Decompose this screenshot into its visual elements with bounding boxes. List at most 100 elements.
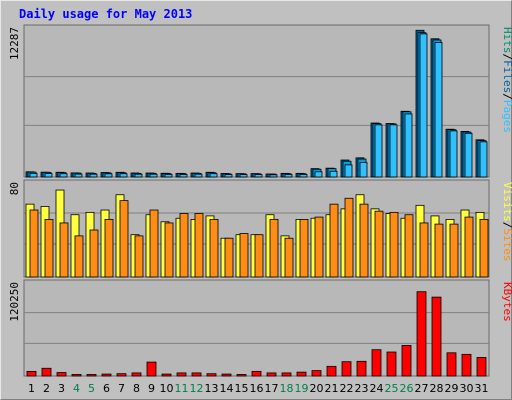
legend-visits-sites-part-2: /: [501, 222, 512, 229]
sites-bar-day-31: [479, 219, 489, 278]
sites-bar-day-28: [434, 223, 444, 278]
sites-bar-day-8: [134, 235, 144, 278]
day-label-27: 27: [415, 382, 429, 395]
day-label-25: 25: [385, 382, 399, 395]
legend-visits-sites: Visits/Sites: [501, 182, 512, 262]
day-label-4: 4: [73, 382, 80, 395]
sites-bar-day-5: [89, 229, 99, 278]
sites-bar-day-9: [149, 209, 159, 278]
kbytes-bar-day-1: [26, 370, 37, 377]
day-label-8: 8: [133, 382, 140, 395]
kbytes-bar-day-12: [191, 372, 202, 377]
kbytes-bar-day-14: [221, 373, 232, 377]
day-label-31: 31: [475, 382, 489, 395]
pages-bar-day-24: [374, 124, 383, 178]
pages-bar-day-17: [269, 174, 278, 178]
day-label-13: 13: [205, 382, 219, 395]
day-label-9: 9: [148, 382, 155, 395]
pages-bar-day-3: [59, 173, 68, 178]
day-label-30: 30: [460, 382, 474, 395]
day-label-18: 18: [280, 382, 294, 395]
pages-bar-day-4: [74, 173, 83, 178]
kbytes-bar-day-20: [311, 370, 322, 377]
day-label-23: 23: [355, 382, 369, 395]
pages-bar-day-21: [329, 170, 338, 178]
sites-bar-day-16: [254, 234, 264, 278]
kbytes-bar-day-5: [86, 374, 97, 377]
legend-hits-files-pages-part-2: /: [501, 54, 512, 61]
pages-bar-day-9: [149, 173, 158, 178]
kbytes-bar-day-27: [416, 291, 427, 377]
day-label-7: 7: [118, 382, 125, 395]
legend-hits-files-pages-part-5: Pages: [501, 100, 512, 133]
kbytes-bar-day-22: [341, 361, 352, 377]
sites-bar-day-1: [29, 209, 39, 278]
sites-bar-day-12: [194, 213, 204, 278]
pages-bar-day-12: [194, 173, 203, 178]
day-label-16: 16: [250, 382, 264, 395]
sites-bar-day-24: [374, 210, 384, 278]
day-label-21: 21: [325, 382, 339, 395]
kbytes-bar-day-13: [206, 373, 217, 377]
sites-bar-day-29: [449, 223, 459, 278]
legend-visits-sites-part-3: Sites: [501, 228, 512, 261]
legend-hits-files-pages: Hits/Files/Pages: [501, 27, 512, 133]
kbytes-bar-day-8: [131, 372, 142, 377]
kbytes-bar-day-7: [116, 373, 127, 377]
day-label-12: 12: [190, 382, 204, 395]
sites-bar-day-26: [404, 214, 414, 278]
panel-1-max-label: 12287: [8, 27, 21, 60]
pages-bar-day-15: [239, 174, 248, 178]
sites-bar-day-6: [104, 219, 114, 278]
panel-3-plot-area: [23, 279, 490, 377]
sites-bar-day-14: [224, 237, 234, 278]
day-label-5: 5: [88, 382, 95, 395]
kbytes-bar-day-3: [56, 372, 67, 377]
legend-kbytes-part-1: KBytes: [501, 282, 512, 322]
day-label-20: 20: [310, 382, 324, 395]
kbytes-bar-day-23: [356, 360, 367, 377]
sites-bar-day-13: [209, 219, 219, 278]
sites-bar-day-23: [359, 203, 369, 278]
pages-bar-day-1: [29, 172, 38, 178]
panel-3-max-label: 120250: [8, 282, 21, 322]
kbytes-bar-day-30: [461, 353, 472, 377]
legend-hits-files-pages-part-3: Files: [501, 60, 512, 93]
kbytes-bar-day-6: [101, 373, 112, 377]
day-label-1: 1: [28, 382, 35, 395]
pages-bar-day-8: [134, 173, 143, 178]
pages-bar-day-29: [449, 130, 458, 178]
kbytes-bar-day-15: [236, 374, 247, 377]
kbytes-bar-day-17: [266, 372, 277, 377]
pages-bar-day-7: [119, 173, 128, 178]
kbytes-bar-day-2: [41, 367, 52, 377]
day-label-22: 22: [340, 382, 354, 395]
kbytes-bar-day-4: [71, 374, 82, 377]
kbytes-bar-day-19: [296, 371, 307, 377]
pages-bar-day-14: [224, 174, 233, 178]
legend-hits-files-pages-part-1: Hits: [501, 27, 512, 54]
pages-bar-day-18: [284, 174, 293, 178]
sites-bar-day-27: [419, 222, 429, 278]
day-label-10: 10: [160, 382, 174, 395]
kbytes-bar-day-16: [251, 370, 262, 377]
sites-bar-day-2: [44, 219, 54, 278]
pages-bar-day-26: [404, 113, 413, 178]
kbytes-bar-day-9: [146, 361, 157, 377]
day-label-17: 17: [265, 382, 279, 395]
day-label-28: 28: [430, 382, 444, 395]
legend-visits-sites-part-1: Visits: [501, 182, 512, 222]
pages-bar-day-10: [164, 174, 173, 178]
kbytes-bar-day-25: [386, 351, 397, 377]
sites-bar-day-4: [74, 235, 84, 278]
day-label-2: 2: [43, 382, 50, 395]
sites-bar-day-30: [464, 216, 474, 278]
pages-bar-day-19: [299, 174, 308, 178]
sites-bar-day-10: [164, 222, 174, 278]
pages-bar-day-5: [89, 173, 98, 178]
sites-bar-day-18: [284, 237, 294, 278]
pages-bar-day-16: [254, 174, 263, 178]
pages-bar-day-27: [419, 33, 428, 178]
pages-bar-day-22: [344, 164, 353, 178]
